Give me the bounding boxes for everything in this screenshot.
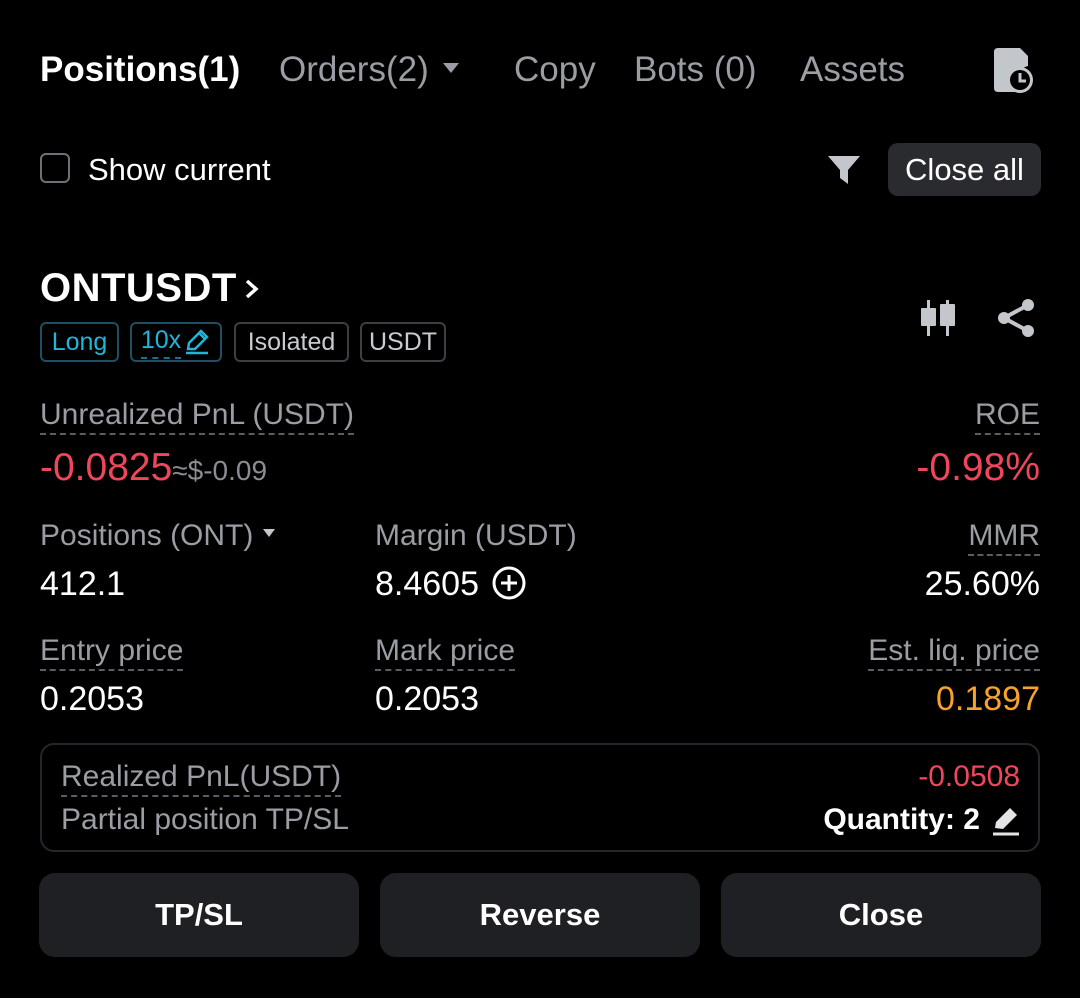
margin-value: 8.4605: [375, 565, 479, 603]
mark-price-label-text: Mark price: [375, 634, 516, 671]
position-symbol[interactable]: ONTUSDT: [40, 266, 237, 311]
reverse-button[interactable]: Reverse: [380, 873, 700, 957]
tpsl-button[interactable]: TP/SL: [39, 873, 359, 957]
liq-price-label[interactable]: Est. liq. price: [868, 634, 1040, 671]
realized-pnl-label-text: Realized PnL(USDT): [61, 760, 342, 797]
edit-icon: [186, 329, 209, 355]
entry-price-label-text: Entry price: [40, 634, 184, 671]
tab-positions[interactable]: Positions(1): [40, 50, 241, 89]
roe-value: -0.98%: [916, 446, 1040, 489]
tab-copy[interactable]: Copy: [514, 50, 596, 89]
side-tag: Long: [40, 322, 119, 362]
filter-icon[interactable]: [827, 154, 861, 186]
entry-price-value: 0.2053: [40, 680, 144, 718]
unrealized-pnl-value: -0.0825: [40, 446, 173, 489]
mmr-value: 25.60%: [924, 565, 1040, 603]
margin-mode-tag: Isolated: [234, 322, 349, 362]
show-current-checkbox[interactable]: [40, 153, 70, 183]
realized-pnl-panel: [40, 743, 1040, 852]
unrealized-pnl-label[interactable]: Unrealized PnL (USDT): [40, 398, 354, 435]
margin-label: Margin (USDT): [375, 519, 577, 552]
mark-price-value: 0.2053: [375, 680, 479, 718]
edit-icon[interactable]: [990, 805, 1022, 837]
unrealized-pnl: -0.0825≈$-0.09: [40, 446, 267, 490]
show-current-label[interactable]: Show current: [88, 152, 271, 187]
mmr-label-text: MMR: [968, 519, 1040, 556]
add-circle-icon[interactable]: [491, 565, 527, 601]
entry-price-label[interactable]: Entry price: [40, 634, 184, 671]
roe-label-text: ROE: [974, 398, 1040, 435]
caret-down-icon: [263, 529, 276, 538]
tab-bots[interactable]: Bots (0): [634, 50, 757, 89]
close-all-button[interactable]: Close all: [888, 143, 1041, 196]
chevron-right-icon[interactable]: [243, 278, 261, 300]
leverage-value: 10x: [140, 326, 182, 359]
leverage-tag[interactable]: 10x: [130, 322, 222, 362]
liq-price-label-text: Est. liq. price: [868, 634, 1040, 671]
history-clock-icon[interactable]: [990, 44, 1038, 96]
positions-value: 412.1: [40, 565, 126, 603]
unrealized-pnl-approx: ≈$-0.09: [172, 455, 268, 486]
partial-tpsl-quantity[interactable]: Quantity: 2: [823, 803, 980, 836]
realized-pnl-value: -0.0508: [918, 760, 1020, 793]
share-icon[interactable]: [996, 298, 1036, 338]
realized-pnl-label[interactable]: Realized PnL(USDT): [61, 760, 342, 797]
margin-value-wrap: 8.4605: [375, 565, 479, 604]
close-button[interactable]: Close: [721, 873, 1041, 957]
unrealized-pnl-label-text: Unrealized PnL (USDT): [40, 398, 354, 435]
tab-orders-label: Orders(2): [279, 50, 429, 89]
roe-label[interactable]: ROE: [974, 398, 1040, 435]
symbol-label: ONTUSDT: [40, 266, 237, 310]
chevron-down-icon: [442, 62, 459, 73]
candlestick-chart-icon[interactable]: [918, 298, 958, 338]
mmr-label[interactable]: MMR: [968, 519, 1040, 556]
partial-tpsl-label: Partial position TP/SL: [61, 803, 349, 836]
mark-price-label[interactable]: Mark price: [375, 634, 516, 671]
positions-label[interactable]: Positions (ONT): [40, 519, 276, 553]
tab-assets[interactable]: Assets: [800, 50, 906, 89]
tab-orders[interactable]: Orders(2): [279, 50, 459, 90]
positions-label-text: Positions (ONT): [40, 519, 254, 552]
liq-price-value: 0.1897: [936, 680, 1040, 718]
settle-tag: USDT: [360, 322, 446, 362]
